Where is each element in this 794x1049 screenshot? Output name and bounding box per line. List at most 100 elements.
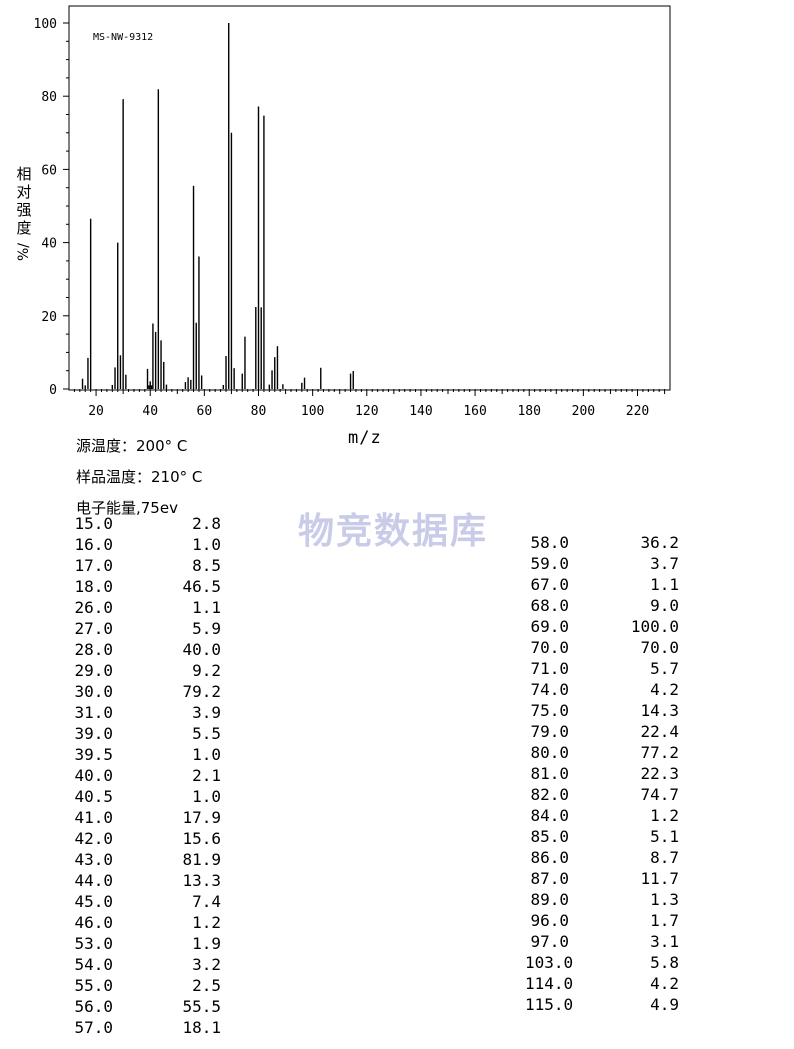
peak-row: 17.0 8.5 xyxy=(69,555,221,576)
peak-mz: 42.0 xyxy=(74,829,113,848)
peak-abundance: 36.2 xyxy=(640,533,679,552)
peak-mz: 57.0 xyxy=(74,1018,113,1037)
y-tick-label: 0 xyxy=(49,383,57,398)
peak-mz: 28.0 xyxy=(74,640,113,659)
peak-row: 41.0 17.9 xyxy=(69,807,221,828)
x-tick-label: 120 xyxy=(355,404,378,419)
peak-mz: 114.0 xyxy=(525,974,574,993)
peak-abundance: 2.5 xyxy=(192,976,221,995)
peak-row: 56.0 55.5 xyxy=(69,996,221,1017)
peak-mz: 69.0 xyxy=(530,617,569,636)
peak-row: 18.0 46.5 xyxy=(69,576,221,597)
peak-abundance: 46.5 xyxy=(182,577,221,596)
watermark: 物竞数据库 xyxy=(298,511,489,552)
peak-abundance: 4.2 xyxy=(650,680,679,699)
peak-abundance: 40.0 xyxy=(182,640,221,659)
peak-mz: 59.0 xyxy=(530,554,569,573)
peak-abundance: 79.2 xyxy=(182,682,221,701)
peak-mz: 74.0 xyxy=(530,680,569,699)
y-axis-label: 相对强度 %/ xyxy=(16,165,32,262)
peak-mz: 45.0 xyxy=(74,892,113,911)
y-tick-label: 100 xyxy=(34,17,57,32)
x-axis-label: m/z xyxy=(348,428,382,448)
peak-abundance: 1.0 xyxy=(192,745,221,764)
peak-mz: 103.0 xyxy=(525,953,574,972)
peak-mz: 58.0 xyxy=(530,533,569,552)
peak-row: 81.0 22.3 xyxy=(525,763,679,784)
peak-abundance: 3.1 xyxy=(650,932,679,951)
peak-row: 82.0 74.7 xyxy=(525,784,679,805)
x-tick-label: 180 xyxy=(517,404,540,419)
mass-spectrum-chart: MS-NW-9312 0 20 40 60 80 100 20 40 60 80 100 120 14… xyxy=(34,5,671,419)
peak-mz: 17.0 xyxy=(74,556,113,575)
y-axis: 0 20 40 60 80 100 xyxy=(34,17,69,398)
x-tick-label: 220 xyxy=(626,404,649,419)
peak-row: 80.0 77.2 xyxy=(525,742,679,763)
x-tick-label: 160 xyxy=(463,404,486,419)
peak-abundance: 1.2 xyxy=(650,806,679,825)
plot-frame xyxy=(68,5,671,391)
peak-row: 86.0 8.7 xyxy=(525,847,679,868)
peak-mz: 70.0 xyxy=(530,638,569,657)
peak-row: 96.0 1.7 xyxy=(525,910,679,931)
peak-row: 71.0 5.7 xyxy=(525,658,679,679)
peak-table-right: 58.0 36.2 59.0 3.7 67.0 1.1 68.0 9.0 69.0 100.0 70… xyxy=(525,532,679,1015)
peak-mz: 87.0 xyxy=(530,869,569,888)
peak-row: 44.0 13.3 xyxy=(69,870,221,891)
peak-mz: 53.0 xyxy=(74,934,113,953)
peak-mz: 82.0 xyxy=(530,785,569,804)
peak-abundance: 1.7 xyxy=(650,911,679,930)
peak-row: 87.0 11.7 xyxy=(525,868,679,889)
peak-abundance: 11.7 xyxy=(640,869,679,888)
peak-table-left: 15.0 2.8 16.0 1.0 17.0 8.5 18.0 46.5 26.0 1.1 27.0… xyxy=(69,513,221,1038)
peak-abundance: 4.9 xyxy=(650,995,679,1014)
peak-mz: 30.0 xyxy=(74,682,113,701)
peak-row: 97.0 3.1 xyxy=(525,931,679,952)
peak-row: 43.0 81.9 xyxy=(69,849,221,870)
peak-mz: 16.0 xyxy=(74,535,113,554)
peak-abundance: 81.9 xyxy=(182,850,221,869)
peak-abundance: 2.1 xyxy=(192,766,221,785)
peak-row: 39.5 1.0 xyxy=(69,744,221,765)
peak-mz: 56.0 xyxy=(74,997,113,1016)
peak-mz: 81.0 xyxy=(530,764,569,783)
peak-abundance: 17.9 xyxy=(182,808,221,827)
x-tick-label: 100 xyxy=(301,404,324,419)
peak-abundance: 1.9 xyxy=(192,934,221,953)
peak-abundance: 74.7 xyxy=(640,785,679,804)
peak-row: 42.0 15.6 xyxy=(69,828,221,849)
y-tick-label: 20 xyxy=(41,310,57,325)
peak-abundance: 13.3 xyxy=(182,871,221,890)
peak-row: 58.0 36.2 xyxy=(525,532,679,553)
peak-row: 54.0 3.2 xyxy=(69,954,221,975)
x-tick-label: 40 xyxy=(142,404,158,419)
peak-row: 84.0 1.2 xyxy=(525,805,679,826)
peak-abundance: 1.1 xyxy=(650,575,679,594)
peak-mz: 68.0 xyxy=(530,596,569,615)
peak-abundance: 1.0 xyxy=(192,787,221,806)
electron-energy: 电子能量,75ev xyxy=(76,499,178,517)
peak-row: 89.0 1.3 xyxy=(525,889,679,910)
peak-mz: 29.0 xyxy=(74,661,113,680)
peak-mz: 40.5 xyxy=(74,787,113,806)
x-tick-label: 60 xyxy=(197,404,213,419)
peak-mz: 27.0 xyxy=(74,619,113,638)
peak-abundance: 3.7 xyxy=(650,554,679,573)
peak-mz: 31.0 xyxy=(74,703,113,722)
sample-temperature: 样品温度：210° C xyxy=(76,468,203,486)
peak-row: 103.0 5.8 xyxy=(525,952,679,973)
peak-row: 114.0 4.2 xyxy=(525,973,679,994)
peak-abundance: 8.5 xyxy=(192,556,221,575)
peak-abundance: 5.9 xyxy=(192,619,221,638)
x-tick-label: 140 xyxy=(409,404,432,419)
peak-abundance: 100.0 xyxy=(630,617,679,636)
peak-row: 67.0 1.1 xyxy=(525,574,679,595)
peak-abundance: 9.2 xyxy=(192,661,221,680)
peak-row: 69.0 100.0 xyxy=(525,616,679,637)
peak-abundance: 5.7 xyxy=(650,659,679,678)
peak-mz: 26.0 xyxy=(74,598,113,617)
peak-abundance: 5.8 xyxy=(650,953,679,972)
x-tick-label: 200 xyxy=(572,404,595,419)
peak-abundance: 77.2 xyxy=(640,743,679,762)
peak-row: 40.5 1.0 xyxy=(69,786,221,807)
